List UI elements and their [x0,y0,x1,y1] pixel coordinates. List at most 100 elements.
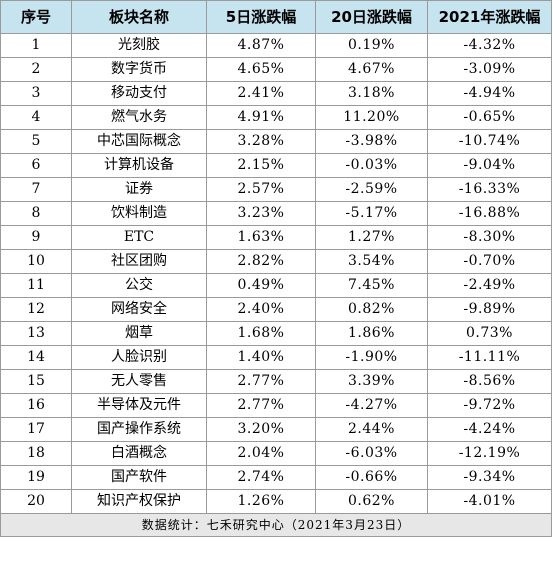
change-5day-cell: 2.04% [206,441,316,466]
change-2021-cell: -11.11% [427,345,552,370]
header-index: 序号 [0,0,72,34]
change-2021-cell: -4.24% [427,417,552,442]
index-cell: 10 [0,249,72,274]
change-5day-cell: 3.28% [206,129,316,154]
change-20day-cell: -0.03% [315,153,428,178]
change-20day-cell: -3.98% [315,129,428,154]
index-cell: 7 [0,177,72,202]
sector-name-cell: 燃气水务 [71,105,207,130]
index-cell: 20 [0,489,72,514]
change-20day-cell: 1.27% [315,225,428,250]
table-row: 15 无人零售 2.77% 3.39% -8.56% [0,369,552,394]
change-5day-cell: 2.77% [206,369,316,394]
change-2021-cell: -9.89% [427,297,552,322]
change-2021-cell: -16.88% [427,201,552,226]
change-2021-cell: -0.65% [427,105,552,130]
sector-name-cell: 数字货币 [71,57,207,82]
change-2021-cell: -8.56% [427,369,552,394]
change-20day-cell: 2.44% [315,417,428,442]
table-row: 6 计算机设备 2.15% -0.03% -9.04% [0,153,552,178]
footer-row: 数据统计：七禾研究中心（2021年3月23日） [0,513,552,537]
change-20day-cell: -2.59% [315,177,428,202]
sector-name-cell: 烟草 [71,321,207,346]
change-20day-cell: 7.45% [315,273,428,298]
change-20day-cell: -6.03% [315,441,428,466]
table-row: 10 社区团购 2.82% 3.54% -0.70% [0,249,552,274]
change-20day-cell: -1.90% [315,345,428,370]
change-5day-cell: 2.40% [206,297,316,322]
table-row: 5 中芯国际概念 3.28% -3.98% -10.74% [0,129,552,154]
table-row: 7 证券 2.57% -2.59% -16.33% [0,177,552,202]
table-row: 13 烟草 1.68% 1.86% 0.73% [0,321,552,346]
change-5day-cell: 2.77% [206,393,316,418]
change-5day-cell: 4.65% [206,57,316,82]
index-cell: 5 [0,129,72,154]
index-cell: 17 [0,417,72,442]
change-20day-cell: 3.18% [315,81,428,106]
sector-name-cell: 国产软件 [71,465,207,490]
change-20day-cell: 0.19% [315,33,428,58]
table-row: 3 移动支付 2.41% 3.18% -4.94% [0,81,552,106]
sector-name-cell: 光刻胶 [71,33,207,58]
change-20day-cell: -0.66% [315,465,428,490]
change-5day-cell: 0.49% [206,273,316,298]
change-5day-cell: 2.74% [206,465,316,490]
change-20day-cell: 3.54% [315,249,428,274]
change-20day-cell: 0.82% [315,297,428,322]
index-cell: 6 [0,153,72,178]
index-cell: 11 [0,273,72,298]
table-row: 1 光刻胶 4.87% 0.19% -4.32% [0,33,552,58]
change-2021-cell: -12.19% [427,441,552,466]
change-20day-cell: 4.67% [315,57,428,82]
sector-name-cell: 网络安全 [71,297,207,322]
header-sector-name: 板块名称 [71,0,207,34]
sector-name-cell: 半导体及元件 [71,393,207,418]
change-2021-cell: -9.34% [427,465,552,490]
index-cell: 1 [0,33,72,58]
index-cell: 14 [0,345,72,370]
change-2021-cell: -9.04% [427,153,552,178]
table-row: 16 半导体及元件 2.77% -4.27% -9.72% [0,393,552,418]
table-row: 9 ETC 1.63% 1.27% -8.30% [0,225,552,250]
change-2021-cell: -0.70% [427,249,552,274]
sector-name-cell: 移动支付 [71,81,207,106]
table-row: 12 网络安全 2.40% 0.82% -9.89% [0,297,552,322]
header-5day-change: 5日涨跌幅 [206,0,316,34]
sector-name-cell: 人脸识别 [71,345,207,370]
change-5day-cell: 2.41% [206,81,316,106]
table-row: 4 燃气水务 4.91% 11.20% -0.65% [0,105,552,130]
header-2021-change: 2021年涨跌幅 [427,0,552,34]
index-cell: 9 [0,225,72,250]
change-2021-cell: -10.74% [427,129,552,154]
change-2021-cell: -3.09% [427,57,552,82]
header-row: 序号 板块名称 5日涨跌幅 20日涨跌幅 2021年涨跌幅 [0,0,552,34]
table-body: 1 光刻胶 4.87% 0.19% -4.32% 2 数字货币 4.65% 4.67% -3.09… [0,33,552,514]
change-5day-cell: 3.20% [206,417,316,442]
sector-name-cell: 社区团购 [71,249,207,274]
sector-name-cell: ETC [71,225,207,250]
change-20day-cell: 3.39% [315,369,428,394]
change-20day-cell: 1.86% [315,321,428,346]
change-5day-cell: 2.82% [206,249,316,274]
sector-name-cell: 知识产权保护 [71,489,207,514]
index-cell: 16 [0,393,72,418]
change-5day-cell: 1.68% [206,321,316,346]
table-row: 8 饮料制造 3.23% -5.17% -16.88% [0,201,552,226]
change-5day-cell: 3.23% [206,201,316,226]
table-row: 19 国产软件 2.74% -0.66% -9.34% [0,465,552,490]
change-20day-cell: -5.17% [315,201,428,226]
change-20day-cell: -4.27% [315,393,428,418]
change-5day-cell: 1.63% [206,225,316,250]
sector-name-cell: 公交 [71,273,207,298]
change-5day-cell: 1.26% [206,489,316,514]
sector-name-cell: 无人零售 [71,369,207,394]
sector-name-cell: 证券 [71,177,207,202]
change-2021-cell: -4.94% [427,81,552,106]
sector-name-cell: 白酒概念 [71,441,207,466]
sector-name-cell: 中芯国际概念 [71,129,207,154]
change-5day-cell: 2.57% [206,177,316,202]
table-row: 18 白酒概念 2.04% -6.03% -12.19% [0,441,552,466]
index-cell: 2 [0,57,72,82]
change-5day-cell: 2.15% [206,153,316,178]
change-2021-cell: -8.30% [427,225,552,250]
